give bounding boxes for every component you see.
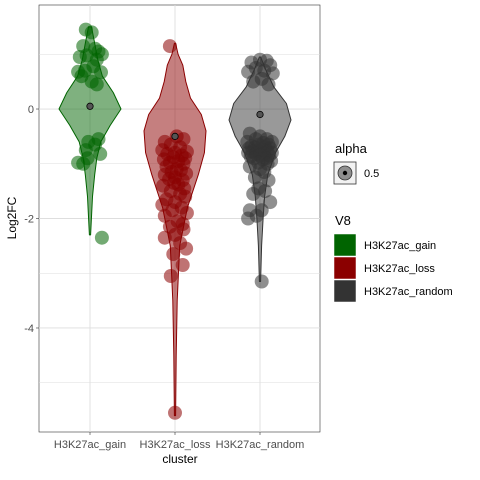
data-point — [163, 269, 178, 283]
x-axis-ticks: H3K27ac_gain H3K27ac_loss H3K27ac_random — [54, 432, 304, 451]
legend-fill-swatch — [333, 233, 357, 257]
legend-alpha-title: alpha — [335, 141, 368, 156]
data-point — [179, 241, 194, 256]
x-axis-title: cluster — [162, 452, 197, 466]
data-point — [93, 146, 108, 161]
legend-fill-swatch — [333, 256, 357, 280]
data-point — [166, 247, 181, 262]
legend-alpha-center — [342, 170, 348, 176]
y-tick-label: -2 — [24, 214, 34, 226]
y-axis-ticks: 0 -2 -4 — [24, 104, 39, 335]
data-point — [247, 170, 262, 185]
median-points — [86, 102, 264, 140]
legend-fill-items: H3K27ac_gain H3K27ac_loss H3K27ac_random — [333, 233, 453, 303]
data-point — [265, 66, 280, 81]
legend-fill-label: H3K27ac_loss — [364, 263, 435, 275]
x-tick-label: H3K27ac_loss — [140, 439, 211, 451]
legend-fill-title: V8 — [335, 213, 351, 228]
data-point — [157, 230, 172, 245]
data-point — [76, 156, 91, 171]
data-point — [241, 211, 256, 226]
median-point — [256, 110, 264, 119]
plot-panel — [38, 4, 321, 433]
jitter-points — [71, 22, 280, 420]
data-point — [157, 208, 172, 223]
data-point — [72, 50, 87, 64]
data-point — [94, 230, 109, 245]
y-tick-label: -4 — [24, 323, 34, 335]
legend: alpha 0.5 V8 H3K27ac_gainH3K27ac_lossH3K… — [333, 141, 453, 303]
y-tick-label: 0 — [28, 104, 34, 116]
legend-fill-label: H3K27ac_gain — [364, 240, 436, 252]
data-point — [162, 39, 177, 54]
data-point — [84, 25, 99, 40]
x-tick-label: H3K27ac_gain — [54, 439, 126, 451]
x-tick-label: H3K27ac_random — [216, 439, 305, 451]
legend-fill-label: H3K27ac_random — [364, 286, 453, 298]
median-point — [86, 102, 94, 110]
data-point — [89, 77, 104, 92]
y-axis-title: Log2FC — [5, 196, 19, 239]
data-point — [246, 74, 261, 89]
median-point — [171, 132, 179, 140]
data-point — [254, 274, 269, 289]
legend-alpha-label: 0.5 — [364, 168, 379, 180]
data-point — [261, 77, 276, 92]
legend-fill-swatch — [333, 279, 357, 303]
data-point — [179, 206, 194, 220]
data-point — [94, 65, 108, 80]
data-point — [261, 173, 276, 188]
data-point — [258, 184, 273, 199]
data-point — [175, 258, 190, 272]
data-point — [168, 405, 182, 420]
data-point — [246, 186, 261, 201]
